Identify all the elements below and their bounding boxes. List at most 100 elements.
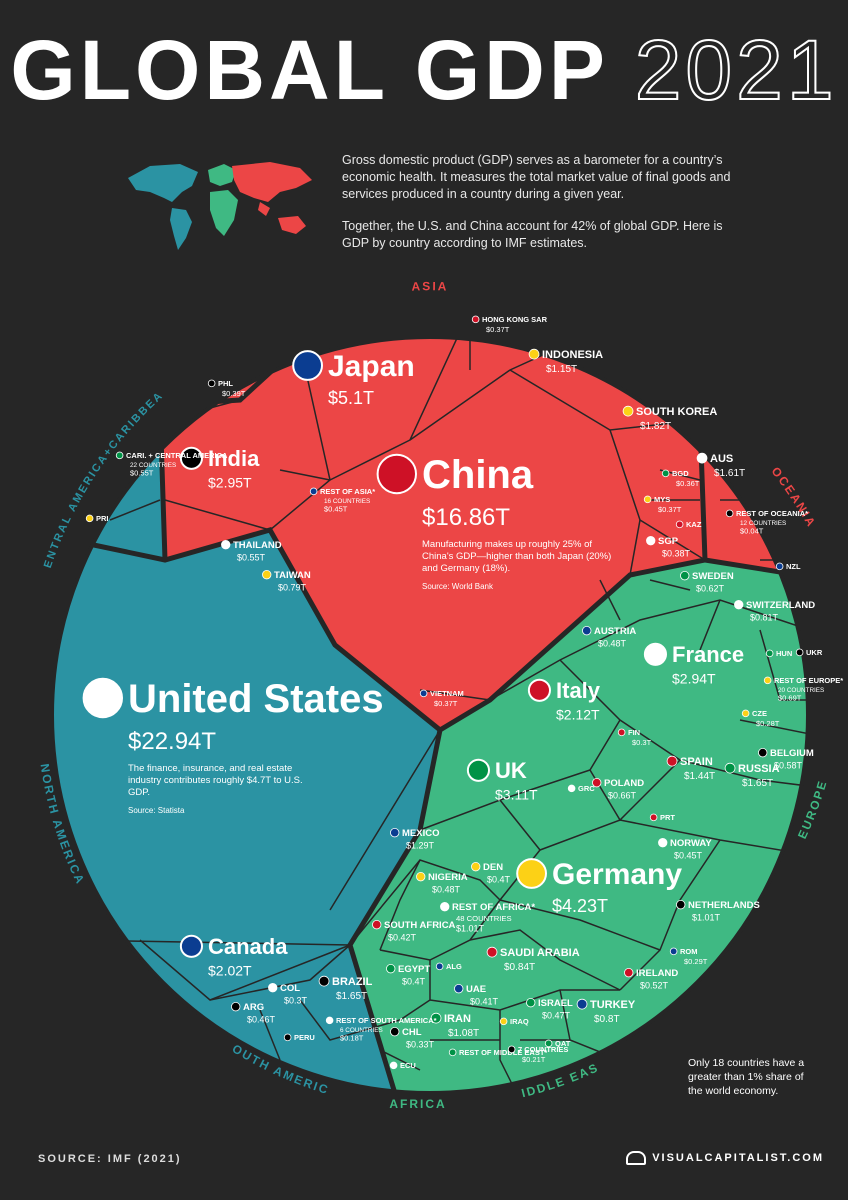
cell-value: $0.42T [388,932,417,942]
flag-icon [643,642,668,666]
flag-icon [390,827,400,838]
cell-value: $1.65T [336,991,367,1002]
brand-logo: VISUALCAPITALIST.COM [626,1151,824,1165]
source-label: SOURCE: IMF (2021) [38,1153,182,1165]
cell-value: $1.15T [546,364,577,375]
cell-norway: NORWAY$0.45T [658,837,712,860]
cell-label: SWEDEN [692,571,734,582]
cell-value: $0.81T [750,612,779,622]
cell-ireland: IRELAND$0.52T [624,967,678,990]
cell-vietnam: VIETNAM$0.37T [419,689,464,708]
cell-label: PERU [294,1033,315,1042]
cell-value: $0.62T [696,583,725,593]
flag-icon [526,997,536,1008]
cell-chl: CHL$0.33T [390,1027,435,1049]
cell-mys: MYS$0.37T [643,495,682,514]
intro-paragraph-1: Gross domestic product (GDP) serves as a… [342,153,731,201]
cell-label: IRAQ [510,1017,529,1026]
cell-value: $0.38T [662,548,691,558]
cell-col: COL$0.3T [268,982,308,1005]
cell-label: CARI. + CENTRAL AMERICA [126,451,228,460]
cell-label: PHL [218,379,233,388]
region-oceania [700,420,808,580]
cell-label: UKR [806,648,823,657]
cell-label: NIGERIA [428,872,468,883]
cell-label: AUSTRIA [594,626,636,637]
cell-value: $0.28T [756,719,780,728]
cell-hun: HUN [765,649,792,658]
region-label-africa: AFRICA [389,1097,446,1111]
cell-label: MEXICO [402,828,439,839]
cell-korea: SOUTH KOREA $1.82T [622,405,717,432]
cell-carib: CARI. + CENTRAL AMERICA 22 COUNTRIES$0.55… [115,451,228,478]
cell-fin: FIN$0.3T [617,728,652,747]
cell-value: $0.47T [542,1010,571,1020]
flag-icon [82,677,124,719]
cell-bgd: BGD$0.36T [661,469,700,488]
flag-icon [440,901,450,912]
share-note: Only 18 countries have a greater than 1%… [688,1057,805,1097]
cell-value: $2.94T [672,670,716,686]
cell-label: Germany [552,858,682,891]
cell-value: $0.37T [658,505,682,514]
cell-russia: RUSSIA $1.65T [724,762,780,789]
flag-icon [231,1001,241,1012]
cell-restasia: REST OF ASIA* 16 COUNTRIES$0.45T [309,487,375,514]
cell-sgp: SGP$0.38T [646,535,691,558]
cell-label: VIETNAM [430,689,464,698]
cell-label: SOUTH AFRICA [384,920,456,931]
cell-note: China's GDP—higher than both Japan (20%) [422,551,611,562]
cell-labels: United States $22.94T The finance, insuran… [82,315,843,1070]
cell-switzerland: SWITZERLAND$0.81T [734,599,815,622]
intro-text: Gross domestic product (GDP) serves as a… [342,152,742,267]
flag-icon [576,998,588,1010]
title-year: 2021 [634,22,838,118]
cell-germany: Germany $4.23T [516,858,682,916]
region-asia [160,337,705,730]
cell-label: DEN [483,862,503,873]
cell-kaz: KAZ [675,520,702,529]
cell-value: $5.1T [328,388,374,408]
flag-icon [419,689,428,698]
flag-icon [372,919,382,930]
flag-icon [390,1027,400,1037]
flag-icon [207,379,216,388]
cell-label: REST OF MIDDLE EAST* [459,1048,547,1057]
flag-icon [471,861,481,872]
cell-label: EGYPT [398,964,430,975]
flag-icon [617,728,626,737]
cell-label: REST OF SOUTH AMERICA* [336,1016,437,1025]
cell-brazil: BRAZIL $1.65T [318,975,373,1002]
cell-value: $1.29T [406,840,435,850]
cell-label: INDONESIA [542,349,603,361]
cell-value: $0.37T [486,325,510,334]
cell-label: ISRAEL [538,998,573,1009]
flag-icon [309,487,318,496]
flag-icon [85,514,94,523]
cell-japan: Japan $5.1T [292,350,415,408]
cell-label: NETHERLANDS [688,900,760,911]
flag-icon [527,678,552,702]
cell-value: $0.84T [504,962,535,973]
cell-saudi: SAUDI ARABIA $0.84T [486,946,580,973]
flag-icon [643,495,652,504]
cell-label: SAUDI ARABIA [500,947,580,959]
cell-restmideast7: 7 COUNTRIES$0.21T [507,1045,568,1064]
cell-value: $16.86T [422,504,510,531]
flag-icon [268,982,278,993]
flag-icon [649,813,658,822]
flag-icon [435,962,444,971]
cell-label: KAZ [686,520,702,529]
chart-outline [50,335,810,1095]
flag-icon [734,599,744,610]
cell-restsouthamerica: REST OF SOUTH AMERICA* 6 COUNTRIES$0.18T [325,1016,437,1043]
cell-label: HONG KONG SAR [482,315,548,324]
cell-value: $0.45T [674,850,703,860]
cell-value: $2.95T [208,474,252,490]
cell-label: ROM [680,947,698,956]
cell-uae: UAE$0.41T [454,983,499,1006]
flag-icon [325,1016,334,1025]
cell-value: $22.94T [128,728,216,755]
flag-icon [544,1039,553,1048]
cell-value: $4.23T [552,896,608,916]
